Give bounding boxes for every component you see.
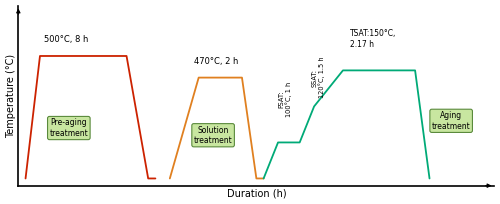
- X-axis label: Duration (h): Duration (h): [226, 188, 286, 198]
- Y-axis label: Temperature (°C): Temperature (°C): [6, 53, 16, 138]
- Text: Aging
treatment: Aging treatment: [432, 111, 470, 131]
- Text: Pre-aging
treatment: Pre-aging treatment: [50, 118, 88, 138]
- Text: 470°C, 2 h: 470°C, 2 h: [194, 57, 238, 66]
- Text: FSAT:
100°C, 1 h: FSAT: 100°C, 1 h: [278, 82, 292, 117]
- Text: Solution
treatment: Solution treatment: [194, 125, 232, 145]
- Text: SSAT:
120°C, 1.5 h: SSAT: 120°C, 1.5 h: [312, 57, 326, 98]
- Text: TSAT:150°C,
2.17 h: TSAT:150°C, 2.17 h: [350, 29, 397, 49]
- Text: 500°C, 8 h: 500°C, 8 h: [44, 35, 88, 44]
